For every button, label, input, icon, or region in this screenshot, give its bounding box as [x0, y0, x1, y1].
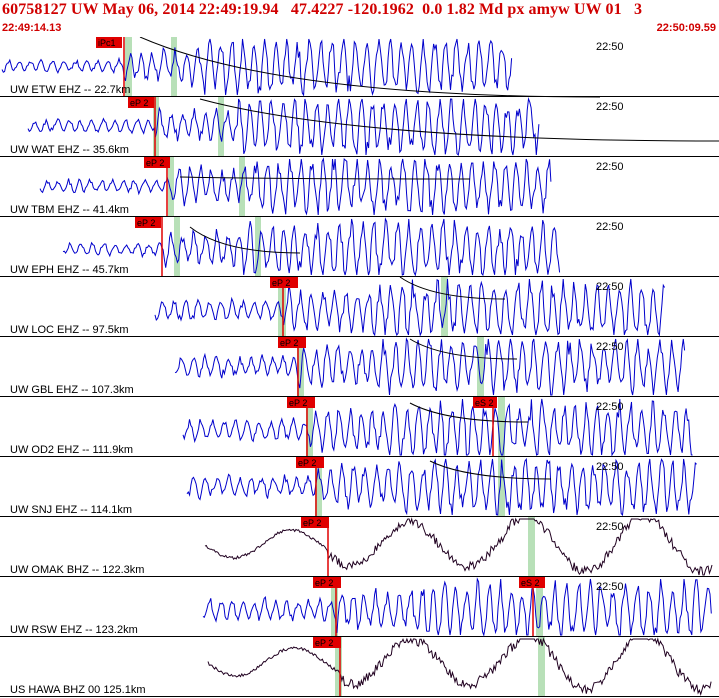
coda-decay-curve: [429, 460, 552, 480]
p-pick-box: [313, 637, 341, 648]
coda-window-marker: [538, 637, 545, 696]
seismic-trace: [202, 577, 712, 637]
coda-decay-curve: [409, 338, 518, 360]
p-pick-label: eP 2: [315, 578, 333, 588]
station-label: UW GBL EHZ -- 107.3km: [10, 384, 134, 396]
coda-decay-curve: [199, 98, 719, 142]
coda-window-marker: [171, 37, 177, 96]
coda-window-marker: [331, 577, 338, 636]
p-pick-box: [296, 457, 324, 468]
time-tick-label: 22:50: [596, 461, 624, 473]
seismic-trace: [1, 38, 513, 97]
coda-window-marker: [297, 337, 304, 396]
time-tick-label: 22:50: [596, 401, 624, 413]
seismic-trace: [39, 157, 552, 216]
p-pick-box: [278, 337, 306, 348]
coda-window-marker: [278, 277, 286, 336]
seismic-trace: [27, 97, 540, 157]
time-tick-label: 22:50: [596, 341, 624, 353]
coda-window-marker: [168, 157, 174, 216]
station-label: UW EPH EHZ -- 45.7km: [10, 264, 129, 276]
coda-decay-curve: [179, 176, 471, 180]
coda-window-marker: [477, 337, 484, 396]
coda-window-marker: [441, 277, 448, 336]
time-tick-label: 22:50: [596, 521, 624, 533]
time-tick-label: 22:50: [596, 581, 624, 593]
p-pick-label: eP 2: [289, 398, 307, 408]
p-pick-box: [270, 277, 298, 288]
station-label: UW WAT EHZ -- 35.6km: [10, 144, 129, 156]
p-pick-label: eP 2: [298, 458, 316, 468]
p-pick-label: eP 2: [272, 278, 290, 288]
seismic-trace: [62, 217, 561, 277]
coda-window-marker: [153, 97, 159, 156]
coda-window-marker: [125, 37, 132, 96]
seismic-trace: [174, 337, 686, 396]
s-pick-label: eS 2: [521, 578, 540, 588]
coda-window-marker: [255, 217, 261, 276]
station-label: UW ETW EHZ -- 22.7km: [10, 84, 130, 96]
p-pick-box: [287, 397, 315, 408]
coda-window-marker: [174, 217, 180, 276]
coda-window-marker: [239, 157, 245, 216]
coda-window-marker: [498, 397, 505, 456]
station-label: UW OD2 EHZ -- 111.9km: [10, 444, 133, 456]
station-label: US HAWA BHZ 00 125.1km: [10, 684, 146, 696]
event-title: 60758127 UW May 06, 2014 22:49:19.94 47.…: [2, 1, 643, 18]
seismic-trace: [186, 457, 697, 517]
p-pick-label: eP 2: [303, 518, 321, 528]
station-label: UW LOC EHZ -- 97.5km: [10, 324, 129, 336]
coda-window-marker: [218, 97, 224, 156]
p-pick-box: [313, 577, 341, 588]
s-pick-box: [473, 397, 497, 408]
p-pick-label: eP 2: [315, 638, 333, 648]
coda-window-marker: [315, 457, 322, 516]
station-label: UW TBM EHZ -- 41.4km: [10, 204, 129, 216]
window-start-time: 22:49:14.13: [2, 22, 62, 34]
coda-window-marker: [306, 397, 313, 456]
seismic-trace: [182, 398, 693, 457]
coda-window-marker: [335, 637, 342, 696]
p-pick-label: iPc1: [98, 38, 116, 48]
seismic-trace: [204, 517, 713, 576]
p-pick-box: [135, 217, 161, 228]
coda-window-marker: [528, 517, 535, 576]
station-label: UW OMAK BHZ -- 122.3km: [10, 564, 144, 576]
p-pick-label: eP 2: [130, 98, 148, 108]
p-pick-box: [144, 157, 170, 168]
station-label: UW RSW EHZ -- 123.2km: [10, 624, 138, 636]
p-pick-box: [96, 37, 122, 48]
time-tick-label: 22:50: [596, 281, 624, 293]
station-label: UW SNJ EHZ -- 114.1km: [10, 504, 132, 516]
seismic-trace: [207, 637, 712, 697]
seismic-trace: [154, 278, 666, 337]
coda-window-marker: [536, 577, 543, 636]
p-pick-box: [128, 97, 154, 108]
p-pick-label: eP 2: [280, 338, 298, 348]
p-pick-label: eP 2: [146, 158, 164, 168]
time-tick-label: 22:50: [596, 101, 624, 113]
s-pick-label: eS 2: [475, 398, 494, 408]
time-tick-label: 22:50: [596, 221, 624, 233]
record-header: 60758127 UW May 06, 2014 22:49:19.94 47.…: [0, 0, 719, 37]
p-pick-box: [301, 517, 329, 528]
coda-decay-curve: [409, 402, 529, 423]
coda-decay-curve: [189, 226, 301, 254]
coda-decay-curve: [139, 37, 601, 98]
coda-window-marker: [498, 457, 505, 516]
time-tick-label: 22:50: [596, 41, 624, 53]
coda-decay-curve: [399, 276, 506, 300]
s-pick-box: [519, 577, 545, 588]
window-end-time: 22:50:09.59: [656, 22, 716, 34]
time-tick-label: 22:50: [596, 161, 624, 173]
p-pick-label: eP 2: [137, 218, 155, 228]
